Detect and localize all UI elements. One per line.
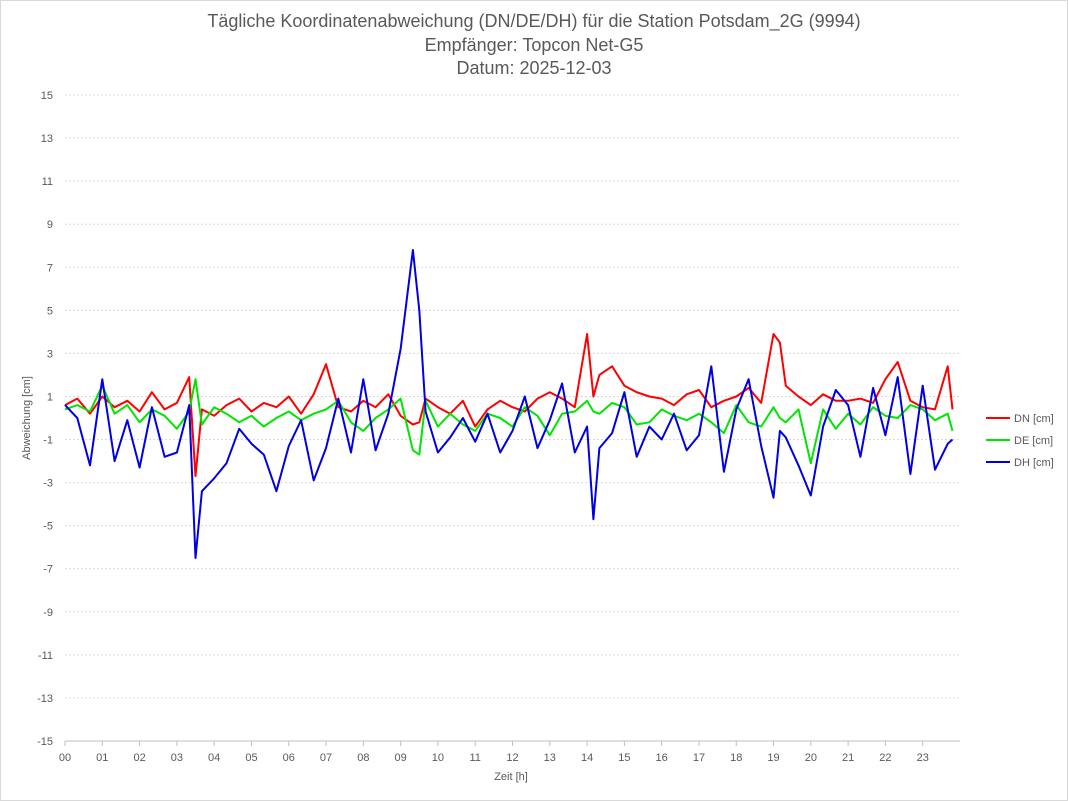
legend-label-dh: DH [cm]	[1014, 457, 1054, 469]
x-tick-label: 15	[618, 752, 630, 764]
y-tick-label: -5	[43, 521, 53, 533]
y-tick-label: -1	[43, 435, 53, 447]
x-tick-label: 01	[96, 752, 108, 764]
x-tick-label: 14	[581, 752, 593, 764]
y-tick-label: -9	[43, 607, 53, 619]
x-tick-label: 02	[133, 752, 145, 764]
y-tick-label: 15	[41, 90, 53, 102]
chart-subtitle: Empfänger: Topcon Net-G5	[424, 35, 644, 55]
y-tick-label: 1	[47, 391, 53, 403]
x-tick-label: 12	[506, 752, 518, 764]
x-tick-label: 08	[357, 752, 369, 764]
x-tick-label: 21	[842, 752, 854, 764]
y-tick-label: 7	[47, 262, 53, 274]
x-tick-label: 18	[730, 752, 742, 764]
x-axis-ticks: 00 01 02 03 04 05 06 07 08 09 10 11 12 13 14 15 16 17 18 19…	[59, 741, 929, 764]
x-tick-label: 10	[432, 752, 444, 764]
series-line-dh	[64, 249, 954, 559]
series-line-dn	[64, 333, 954, 478]
chart-date: Datum: 2025-12-03	[456, 58, 612, 78]
y-tick-label: -7	[43, 564, 53, 576]
x-tick-label: 11	[469, 752, 480, 764]
x-tick-label: 22	[879, 752, 891, 764]
chart-title: Tägliche Koordinatenabweichung (DN/DE/DH…	[207, 11, 861, 31]
y-tick-label: -3	[43, 478, 53, 490]
y-tick-label: -15	[37, 736, 53, 748]
x-tick-label: 16	[656, 752, 668, 764]
x-tick-label: 06	[283, 752, 295, 764]
x-tick-label: 00	[59, 752, 71, 764]
x-tick-label: 13	[544, 752, 556, 764]
x-tick-label: 07	[320, 752, 332, 764]
y-tick-label: 3	[47, 348, 53, 360]
x-tick-label: 09	[395, 752, 407, 764]
legend-label-dn: DN [cm]	[1014, 413, 1054, 425]
x-axis-label: Zeit [h]	[494, 771, 528, 783]
y-tick-label: 5	[47, 305, 53, 317]
y-axis-label: Abweichung [cm]	[21, 376, 33, 460]
x-tick-label: 03	[171, 752, 183, 764]
y-tick-label: 11	[42, 176, 53, 188]
x-tick-label: 17	[693, 752, 705, 764]
legend-label-de: DE [cm]	[1014, 435, 1053, 447]
y-tick-label: -13	[37, 693, 53, 705]
gridlines	[65, 94, 960, 742]
x-tick-label: 05	[245, 752, 257, 764]
y-axis-ticks: 15 13 11 9 7 5 3 1 -1 -3 -5 -7 -9 -11 -13 -15	[37, 90, 53, 748]
x-tick-label: 04	[208, 752, 220, 764]
x-tick-label: 19	[767, 752, 779, 764]
legend: DN [cm] DE [cm] DH [cm]	[986, 413, 1054, 469]
y-tick-label: 13	[41, 133, 53, 145]
y-tick-label: 9	[47, 219, 53, 231]
series-line-de	[64, 378, 954, 465]
y-tick-label: -11	[38, 650, 53, 662]
x-tick-label: 23	[917, 752, 929, 764]
series-lines	[64, 249, 954, 559]
x-tick-label: 20	[805, 752, 817, 764]
